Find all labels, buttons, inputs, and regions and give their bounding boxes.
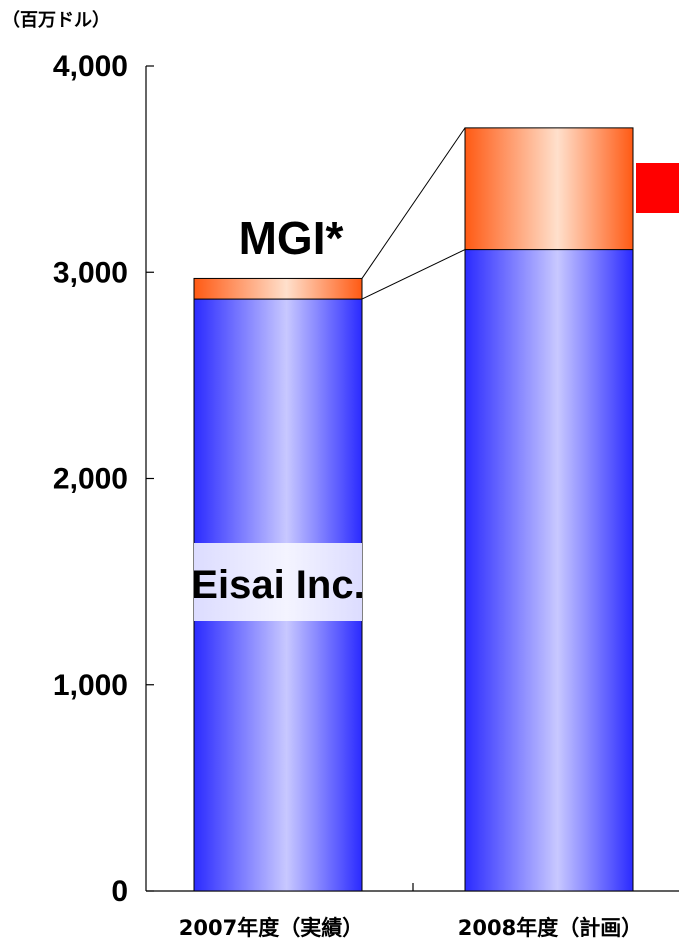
y-tick-label: 1,000 [53,669,128,702]
eisai-label-background [194,543,362,621]
y-tick-label: 0 [111,875,128,908]
y-tick-label: 3,000 [53,256,128,289]
y-tick-label: 2,000 [53,463,128,496]
mgi-series-label: MGI* [239,212,344,264]
connector-lines [361,127,466,300]
unit-label: （百万ドル） [2,10,110,31]
bar-mgi-0 [193,277,363,300]
x-category-label: 2007年度（実績） [179,916,363,940]
connector-line-bottom [361,249,466,300]
red-marker [636,163,679,213]
y-axis-ticks: 0 1,000 2,000 3,000 4,000 [53,50,154,908]
bar-eisai-inc-1 [464,249,634,892]
category-labels: 2007年度（実績） 2008年度（計画） [179,916,642,940]
bar-mgi-1 [464,127,634,251]
x-category-label: 2008年度（計画） [458,916,642,940]
y-tick-label: 4,000 [53,50,128,83]
eisai-inc-series-label: Eisai Inc. [191,563,364,607]
series-labels: MGI* Eisai Inc. [191,212,365,621]
connector-line-top [361,127,466,279]
